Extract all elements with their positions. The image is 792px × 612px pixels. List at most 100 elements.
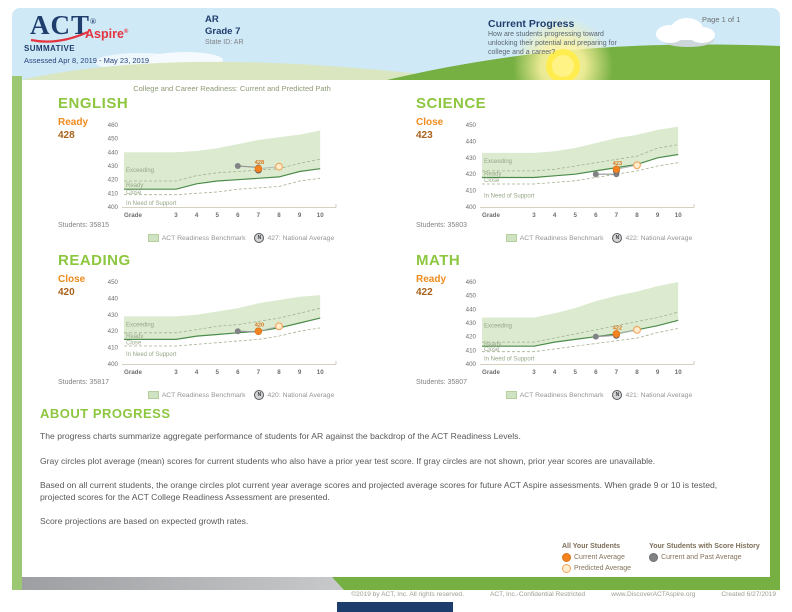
legend-all-students-title: All Your Students xyxy=(562,543,621,550)
svg-text:410: 410 xyxy=(108,190,119,197)
benchmark-legend-label: ACT Readiness Benchmark xyxy=(161,234,246,242)
about-paragraph-1: The progress charts summarize aggregate … xyxy=(40,431,521,441)
svg-text:8: 8 xyxy=(635,212,639,219)
svg-text:In Need of Support: In Need of Support xyxy=(126,201,177,207)
svg-text:10: 10 xyxy=(675,212,682,219)
svg-text:410: 410 xyxy=(108,345,119,352)
legend-history-group: Your Students with Score History Current… xyxy=(649,543,760,575)
benchmark-legend-label: ACT Readiness Benchmark xyxy=(519,391,604,399)
report-title: Current Progress xyxy=(488,18,575,30)
chart-legend: ACT Readiness Benchmark N 427: National … xyxy=(110,233,372,243)
svg-text:Exceeding: Exceeding xyxy=(484,324,512,330)
legend-history-title: Your Students with Score History xyxy=(649,543,760,550)
act-logo-swoosh xyxy=(30,31,89,43)
svg-text:Exceeding: Exceeding xyxy=(126,323,154,329)
svg-text:460: 460 xyxy=(108,122,119,129)
chart-legend: ACT Readiness Benchmark N 422: National … xyxy=(468,233,730,243)
benchmark-swatch xyxy=(505,234,517,242)
svg-text:Close: Close xyxy=(484,347,500,353)
national-average-icon: N xyxy=(612,390,623,400)
svg-text:410: 410 xyxy=(466,347,477,354)
svg-text:Close: Close xyxy=(126,341,142,347)
subject-label: ENGLISH xyxy=(58,95,129,112)
svg-text:4: 4 xyxy=(553,369,557,376)
about-progress-section: ABOUT PROGRESS The progress charts summa… xyxy=(40,406,752,541)
svg-text:3: 3 xyxy=(532,212,536,219)
svg-text:9: 9 xyxy=(298,369,302,376)
svg-text:4: 4 xyxy=(553,212,557,219)
svg-text:420: 420 xyxy=(466,171,477,178)
current-average-dot xyxy=(562,553,571,562)
history-average-dot xyxy=(649,553,659,562)
students-count: Students: 35815 xyxy=(58,222,109,229)
average-score: 422 xyxy=(416,287,433,298)
svg-text:428: 428 xyxy=(255,160,264,166)
predicted-average-dot xyxy=(562,564,571,573)
legend-all-students-group: All Your Students Current Average Predic… xyxy=(562,543,631,575)
content-panel: College and Career Readiness: Current an… xyxy=(22,80,770,577)
svg-text:Ready: Ready xyxy=(126,183,143,189)
students-count: Students: 35803 xyxy=(416,222,467,229)
svg-text:5: 5 xyxy=(573,369,577,376)
org-block: AR Grade 7 State ID: AR xyxy=(205,14,244,48)
subject-label: READING xyxy=(58,252,131,269)
about-heading: ABOUT PROGRESS xyxy=(40,406,171,421)
svg-text:9: 9 xyxy=(656,369,660,376)
svg-text:9: 9 xyxy=(656,212,660,219)
svg-text:5: 5 xyxy=(215,212,219,219)
act-logo-text: ACT xyxy=(30,10,91,40)
svg-text:7: 7 xyxy=(615,369,619,376)
svg-text:400: 400 xyxy=(466,361,477,368)
svg-text:10: 10 xyxy=(317,369,324,376)
benchmark-legend-label: ACT Readiness Benchmark xyxy=(161,391,246,399)
grade-label: Grade 7 xyxy=(205,25,241,37)
svg-text:4: 4 xyxy=(195,369,199,376)
svg-text:Close: Close xyxy=(484,178,500,184)
footer-copyright: ©2019 by ACT, Inc. All rights reserved. xyxy=(351,591,464,598)
aspire-logo: Aspire® xyxy=(85,27,128,41)
svg-text:8: 8 xyxy=(277,369,281,376)
svg-text:Ready: Ready xyxy=(484,171,501,177)
chart-legend: ACT Readiness Benchmark N 421: National … xyxy=(468,390,730,400)
about-paragraph-3: Based on all current students, the orang… xyxy=(40,480,718,502)
svg-text:9: 9 xyxy=(298,212,302,219)
students-count: Students: 35807 xyxy=(416,379,467,386)
svg-text:420: 420 xyxy=(108,328,119,335)
predicted-average-label: Predicted Average xyxy=(574,565,632,572)
act-logo-reg: ® xyxy=(90,17,97,26)
readiness-level: Ready xyxy=(58,117,89,128)
svg-text:430: 430 xyxy=(466,155,477,162)
current-average-label: Current Average xyxy=(574,554,625,561)
svg-text:6: 6 xyxy=(594,369,598,376)
svg-text:440: 440 xyxy=(108,295,119,302)
svg-text:10: 10 xyxy=(675,369,682,376)
readiness-level: Ready xyxy=(416,274,447,285)
about-paragraph-2: Gray circles plot average (mean) scores … xyxy=(40,455,656,466)
readiness-level: Close xyxy=(416,117,444,128)
svg-text:5: 5 xyxy=(215,369,219,376)
marker-legend: All Your Students Current Average Predic… xyxy=(562,543,760,575)
svg-text:400: 400 xyxy=(108,204,119,211)
svg-text:3: 3 xyxy=(174,212,178,219)
national-average-label: 422: National Average xyxy=(625,234,693,242)
page-footer: ©2019 by ACT, Inc. All rights reserved. … xyxy=(0,591,776,598)
svg-text:400: 400 xyxy=(466,204,477,211)
svg-text:410: 410 xyxy=(466,188,477,195)
benchmark-swatch xyxy=(147,234,159,242)
cloud-right xyxy=(656,18,715,47)
svg-text:7: 7 xyxy=(257,212,261,219)
svg-text:In Need of Support: In Need of Support xyxy=(484,194,535,200)
svg-text:4: 4 xyxy=(195,212,199,219)
subject-label: MATH xyxy=(416,252,461,269)
national-average-icon: N xyxy=(254,390,265,400)
students-count: Students: 35817 xyxy=(58,379,109,386)
svg-text:3: 3 xyxy=(174,369,178,376)
svg-text:8: 8 xyxy=(635,369,639,376)
svg-text:440: 440 xyxy=(108,149,119,156)
national-average-label: 421: National Average xyxy=(625,391,693,399)
svg-text:420: 420 xyxy=(466,334,477,341)
svg-text:420: 420 xyxy=(255,323,264,329)
svg-text:430: 430 xyxy=(108,312,119,319)
